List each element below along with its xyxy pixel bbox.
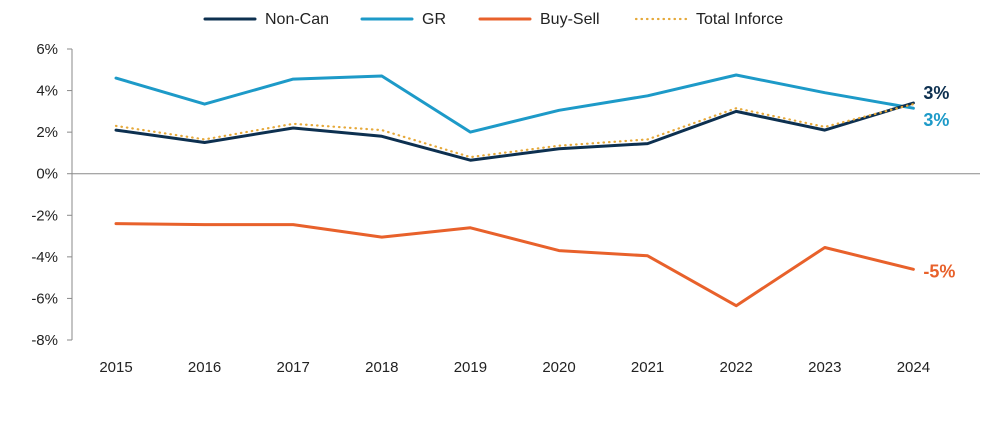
x-tick-label: 2021 bbox=[631, 359, 664, 376]
series-line-gr bbox=[114, 73, 915, 134]
x-tick-label: 2018 bbox=[365, 359, 398, 376]
legend-item-gr: GR bbox=[360, 11, 446, 28]
series-layer bbox=[114, 73, 915, 308]
legend-item-non-can: Non-Can bbox=[203, 11, 329, 28]
axes: 6% 4% 2% 0% -2% -4% -6% -8% 2015 2016 2017 2018 2019… bbox=[31, 41, 980, 376]
series-line-non-can bbox=[114, 101, 915, 162]
x-tick-label: 2016 bbox=[188, 359, 221, 376]
y-tick-label: -4% bbox=[31, 249, 58, 266]
y-tick-label: -6% bbox=[31, 290, 58, 307]
y-tick-label: -8% bbox=[31, 332, 58, 349]
y-tick-label: -2% bbox=[31, 207, 58, 224]
end-labels: 3% 3% -5% bbox=[923, 83, 955, 281]
series-line-buy-sell bbox=[114, 222, 915, 308]
y-tick-label: 2% bbox=[36, 124, 58, 141]
legend-label: Non-Can bbox=[265, 11, 329, 28]
x-tick-label: 2020 bbox=[542, 359, 575, 376]
x-tick-label: 2019 bbox=[454, 359, 487, 376]
legend-item-total-inforce: Total Inforce bbox=[634, 11, 783, 28]
legend-label: Total Inforce bbox=[696, 11, 783, 28]
end-label-buy-sell: -5% bbox=[923, 261, 955, 281]
x-tick-label: 2017 bbox=[277, 359, 310, 376]
legend-label: Buy-Sell bbox=[540, 11, 600, 28]
series-line-total-inforce bbox=[114, 102, 915, 159]
x-tick-label: 2023 bbox=[808, 359, 841, 376]
legend: Non-Can GR Buy-Sell Total Inforce bbox=[203, 11, 783, 28]
x-tick-label: 2022 bbox=[720, 359, 753, 376]
y-tick-label: 0% bbox=[36, 166, 58, 183]
end-label-gr: 3% bbox=[923, 110, 949, 130]
x-tick-label: 2024 bbox=[897, 359, 930, 376]
end-label-non-can: 3% bbox=[923, 83, 949, 103]
legend-label: GR bbox=[422, 11, 446, 28]
y-tick-label: 6% bbox=[36, 41, 58, 58]
y-tick-label: 4% bbox=[36, 83, 58, 100]
legend-item-buy-sell: Buy-Sell bbox=[478, 11, 600, 28]
x-tick-label: 2015 bbox=[99, 359, 132, 376]
